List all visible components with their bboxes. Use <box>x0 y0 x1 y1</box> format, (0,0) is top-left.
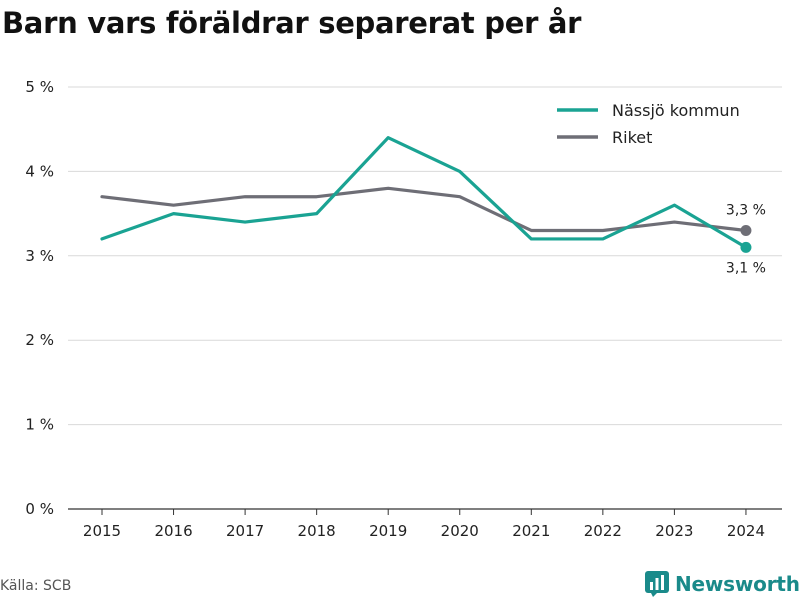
chart-title: Barn vars föräldrar separerat per år <box>2 6 582 40</box>
x-tick-label: 2017 <box>226 522 264 540</box>
y-tick-label: 4 % <box>25 162 54 180</box>
x-tick-label: 2015 <box>83 522 121 540</box>
y-tick-label: 1 % <box>25 416 54 434</box>
x-tick-label: 2024 <box>727 522 765 540</box>
y-tick-label: 3 % <box>25 247 54 265</box>
bar-chart-logo-icon <box>645 571 669 597</box>
x-tick-label: 2021 <box>512 522 550 540</box>
y-axis-ticks: 0 % 1 % 2 % 3 % 4 % 5 % <box>25 78 54 518</box>
series-lines: 3,1 % 3,3 % <box>100 136 766 276</box>
end-label-riket: 3,3 % <box>726 202 766 218</box>
legend-label-nassjo: Nässjö kommun <box>612 101 740 120</box>
y-tick-label: 2 % <box>25 331 54 349</box>
y-tick-label: 5 % <box>25 78 54 96</box>
x-axis-ticks: 2015 2016 2017 2018 2019 2020 2021 2022 2023 2024 <box>83 509 765 540</box>
brand-name: Newsworthy <box>675 572 800 596</box>
x-tick-label: 2019 <box>369 522 407 540</box>
end-point-nassjo <box>740 241 752 253</box>
end-label-nassjo: 3,1 % <box>726 260 766 276</box>
series-line-nassjo <box>100 136 748 249</box>
x-tick-label: 2016 <box>154 522 192 540</box>
x-tick-label: 2022 <box>584 522 622 540</box>
grid-lines <box>68 86 782 510</box>
x-tick-label: 2018 <box>298 522 336 540</box>
legend-label-riket: Riket <box>612 128 652 147</box>
x-tick-label: 2023 <box>655 522 693 540</box>
brand-logo: Newsworthy <box>645 570 800 598</box>
end-point-riket <box>740 224 752 236</box>
legend: Nässjö kommun Riket <box>557 101 740 147</box>
y-tick-label: 0 % <box>25 500 54 518</box>
series-line-riket <box>100 186 748 233</box>
source-note: Källa: SCB <box>0 578 72 594</box>
x-tick-label: 2020 <box>441 522 479 540</box>
